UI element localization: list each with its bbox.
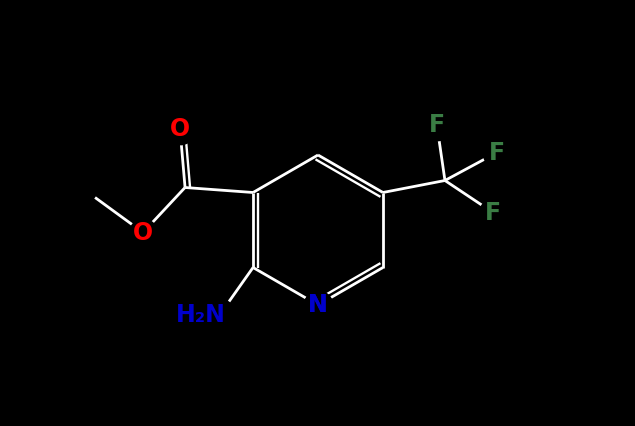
Text: N: N	[308, 293, 328, 317]
Text: O: O	[133, 221, 153, 245]
Text: F: F	[489, 141, 505, 164]
Text: N: N	[308, 293, 328, 317]
Text: F: F	[429, 113, 445, 138]
Text: H₂N: H₂N	[176, 303, 226, 328]
Text: O: O	[170, 118, 190, 141]
Text: F: F	[485, 201, 501, 225]
